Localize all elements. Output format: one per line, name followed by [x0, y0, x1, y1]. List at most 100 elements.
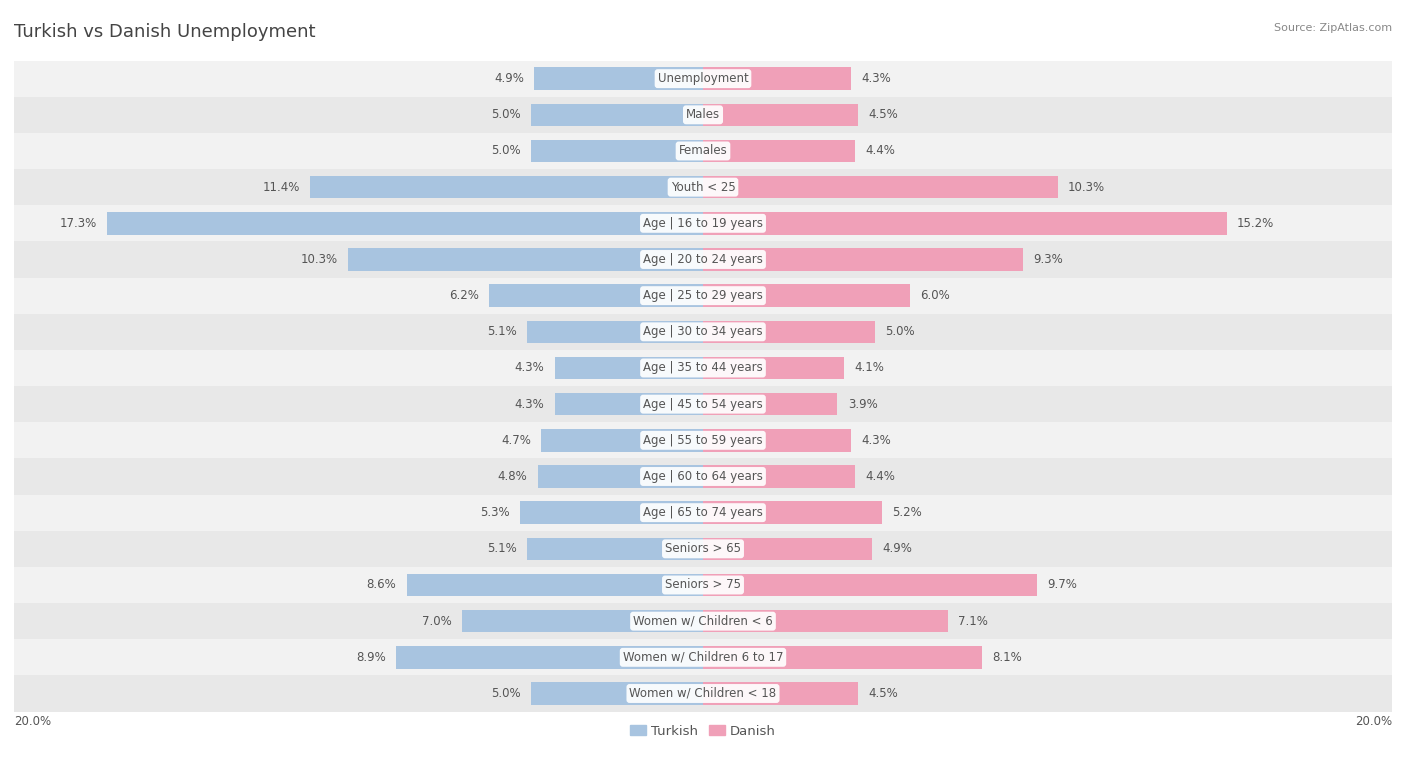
Bar: [14, 313, 1392, 350]
Text: 4.5%: 4.5%: [869, 108, 898, 121]
Bar: [396, 646, 703, 668]
Bar: [527, 537, 703, 560]
Bar: [703, 466, 855, 488]
Text: 5.3%: 5.3%: [481, 506, 510, 519]
Bar: [14, 603, 1392, 639]
Bar: [703, 501, 882, 524]
Bar: [703, 212, 1226, 235]
Text: 4.4%: 4.4%: [865, 470, 894, 483]
Bar: [14, 531, 1392, 567]
Bar: [14, 639, 1392, 675]
Bar: [703, 537, 872, 560]
Bar: [541, 429, 703, 451]
Bar: [555, 393, 703, 416]
Text: 7.0%: 7.0%: [422, 615, 451, 628]
Text: Unemployment: Unemployment: [658, 72, 748, 85]
Text: Age | 20 to 24 years: Age | 20 to 24 years: [643, 253, 763, 266]
Text: 5.0%: 5.0%: [491, 145, 520, 157]
Text: 5.0%: 5.0%: [886, 326, 915, 338]
Bar: [703, 140, 855, 162]
Bar: [531, 104, 703, 126]
Bar: [14, 97, 1392, 133]
Bar: [703, 176, 1057, 198]
Text: 4.3%: 4.3%: [862, 72, 891, 85]
Text: Age | 55 to 59 years: Age | 55 to 59 years: [643, 434, 763, 447]
Bar: [406, 574, 703, 597]
Bar: [489, 285, 703, 307]
Bar: [703, 67, 851, 90]
Text: Youth < 25: Youth < 25: [671, 181, 735, 194]
Text: 9.3%: 9.3%: [1033, 253, 1063, 266]
Text: 5.0%: 5.0%: [491, 108, 520, 121]
Text: 4.1%: 4.1%: [855, 362, 884, 375]
Bar: [14, 494, 1392, 531]
Text: 4.7%: 4.7%: [501, 434, 531, 447]
Text: 10.3%: 10.3%: [301, 253, 337, 266]
Bar: [703, 429, 851, 451]
Bar: [534, 67, 703, 90]
Bar: [14, 169, 1392, 205]
Text: 4.8%: 4.8%: [498, 470, 527, 483]
Bar: [14, 61, 1392, 97]
Bar: [703, 357, 844, 379]
Text: 20.0%: 20.0%: [1355, 715, 1392, 728]
Text: 6.0%: 6.0%: [920, 289, 950, 302]
Text: Age | 16 to 19 years: Age | 16 to 19 years: [643, 217, 763, 230]
Bar: [531, 140, 703, 162]
Text: 4.3%: 4.3%: [515, 362, 544, 375]
Text: 6.2%: 6.2%: [450, 289, 479, 302]
Text: Seniors > 75: Seniors > 75: [665, 578, 741, 591]
Bar: [14, 205, 1392, 241]
Bar: [703, 610, 948, 632]
Bar: [703, 393, 838, 416]
Bar: [14, 386, 1392, 422]
Text: 5.1%: 5.1%: [488, 326, 517, 338]
Text: Males: Males: [686, 108, 720, 121]
Bar: [14, 422, 1392, 459]
Text: 4.3%: 4.3%: [515, 397, 544, 410]
Bar: [14, 567, 1392, 603]
Legend: Turkish, Danish: Turkish, Danish: [624, 719, 782, 743]
Bar: [703, 574, 1038, 597]
Text: 5.2%: 5.2%: [893, 506, 922, 519]
Bar: [14, 459, 1392, 494]
Text: 4.3%: 4.3%: [862, 434, 891, 447]
Text: Women w/ Children < 18: Women w/ Children < 18: [630, 687, 776, 700]
Bar: [703, 104, 858, 126]
Text: Seniors > 65: Seniors > 65: [665, 542, 741, 556]
Text: 5.0%: 5.0%: [491, 687, 520, 700]
Text: Source: ZipAtlas.com: Source: ZipAtlas.com: [1274, 23, 1392, 33]
Text: Age | 45 to 54 years: Age | 45 to 54 years: [643, 397, 763, 410]
Bar: [14, 133, 1392, 169]
Text: 11.4%: 11.4%: [263, 181, 299, 194]
Text: 7.1%: 7.1%: [957, 615, 988, 628]
Text: Age | 65 to 74 years: Age | 65 to 74 years: [643, 506, 763, 519]
Text: 15.2%: 15.2%: [1237, 217, 1274, 230]
Bar: [311, 176, 703, 198]
Bar: [555, 357, 703, 379]
Bar: [14, 241, 1392, 278]
Text: 5.1%: 5.1%: [488, 542, 517, 556]
Text: 8.1%: 8.1%: [993, 651, 1022, 664]
Text: 4.9%: 4.9%: [882, 542, 912, 556]
Bar: [703, 285, 910, 307]
Text: 4.5%: 4.5%: [869, 687, 898, 700]
Text: 4.9%: 4.9%: [494, 72, 524, 85]
Text: Women w/ Children 6 to 17: Women w/ Children 6 to 17: [623, 651, 783, 664]
Bar: [14, 350, 1392, 386]
Text: 8.6%: 8.6%: [367, 578, 396, 591]
Bar: [14, 675, 1392, 712]
Bar: [14, 278, 1392, 313]
Text: Females: Females: [679, 145, 727, 157]
Bar: [520, 501, 703, 524]
Bar: [349, 248, 703, 271]
Text: 20.0%: 20.0%: [14, 715, 51, 728]
Text: Age | 25 to 29 years: Age | 25 to 29 years: [643, 289, 763, 302]
Text: 17.3%: 17.3%: [59, 217, 97, 230]
Text: 4.4%: 4.4%: [865, 145, 894, 157]
Text: Women w/ Children < 6: Women w/ Children < 6: [633, 615, 773, 628]
Text: Age | 35 to 44 years: Age | 35 to 44 years: [643, 362, 763, 375]
Bar: [703, 321, 875, 343]
Bar: [531, 682, 703, 705]
Text: 3.9%: 3.9%: [848, 397, 877, 410]
